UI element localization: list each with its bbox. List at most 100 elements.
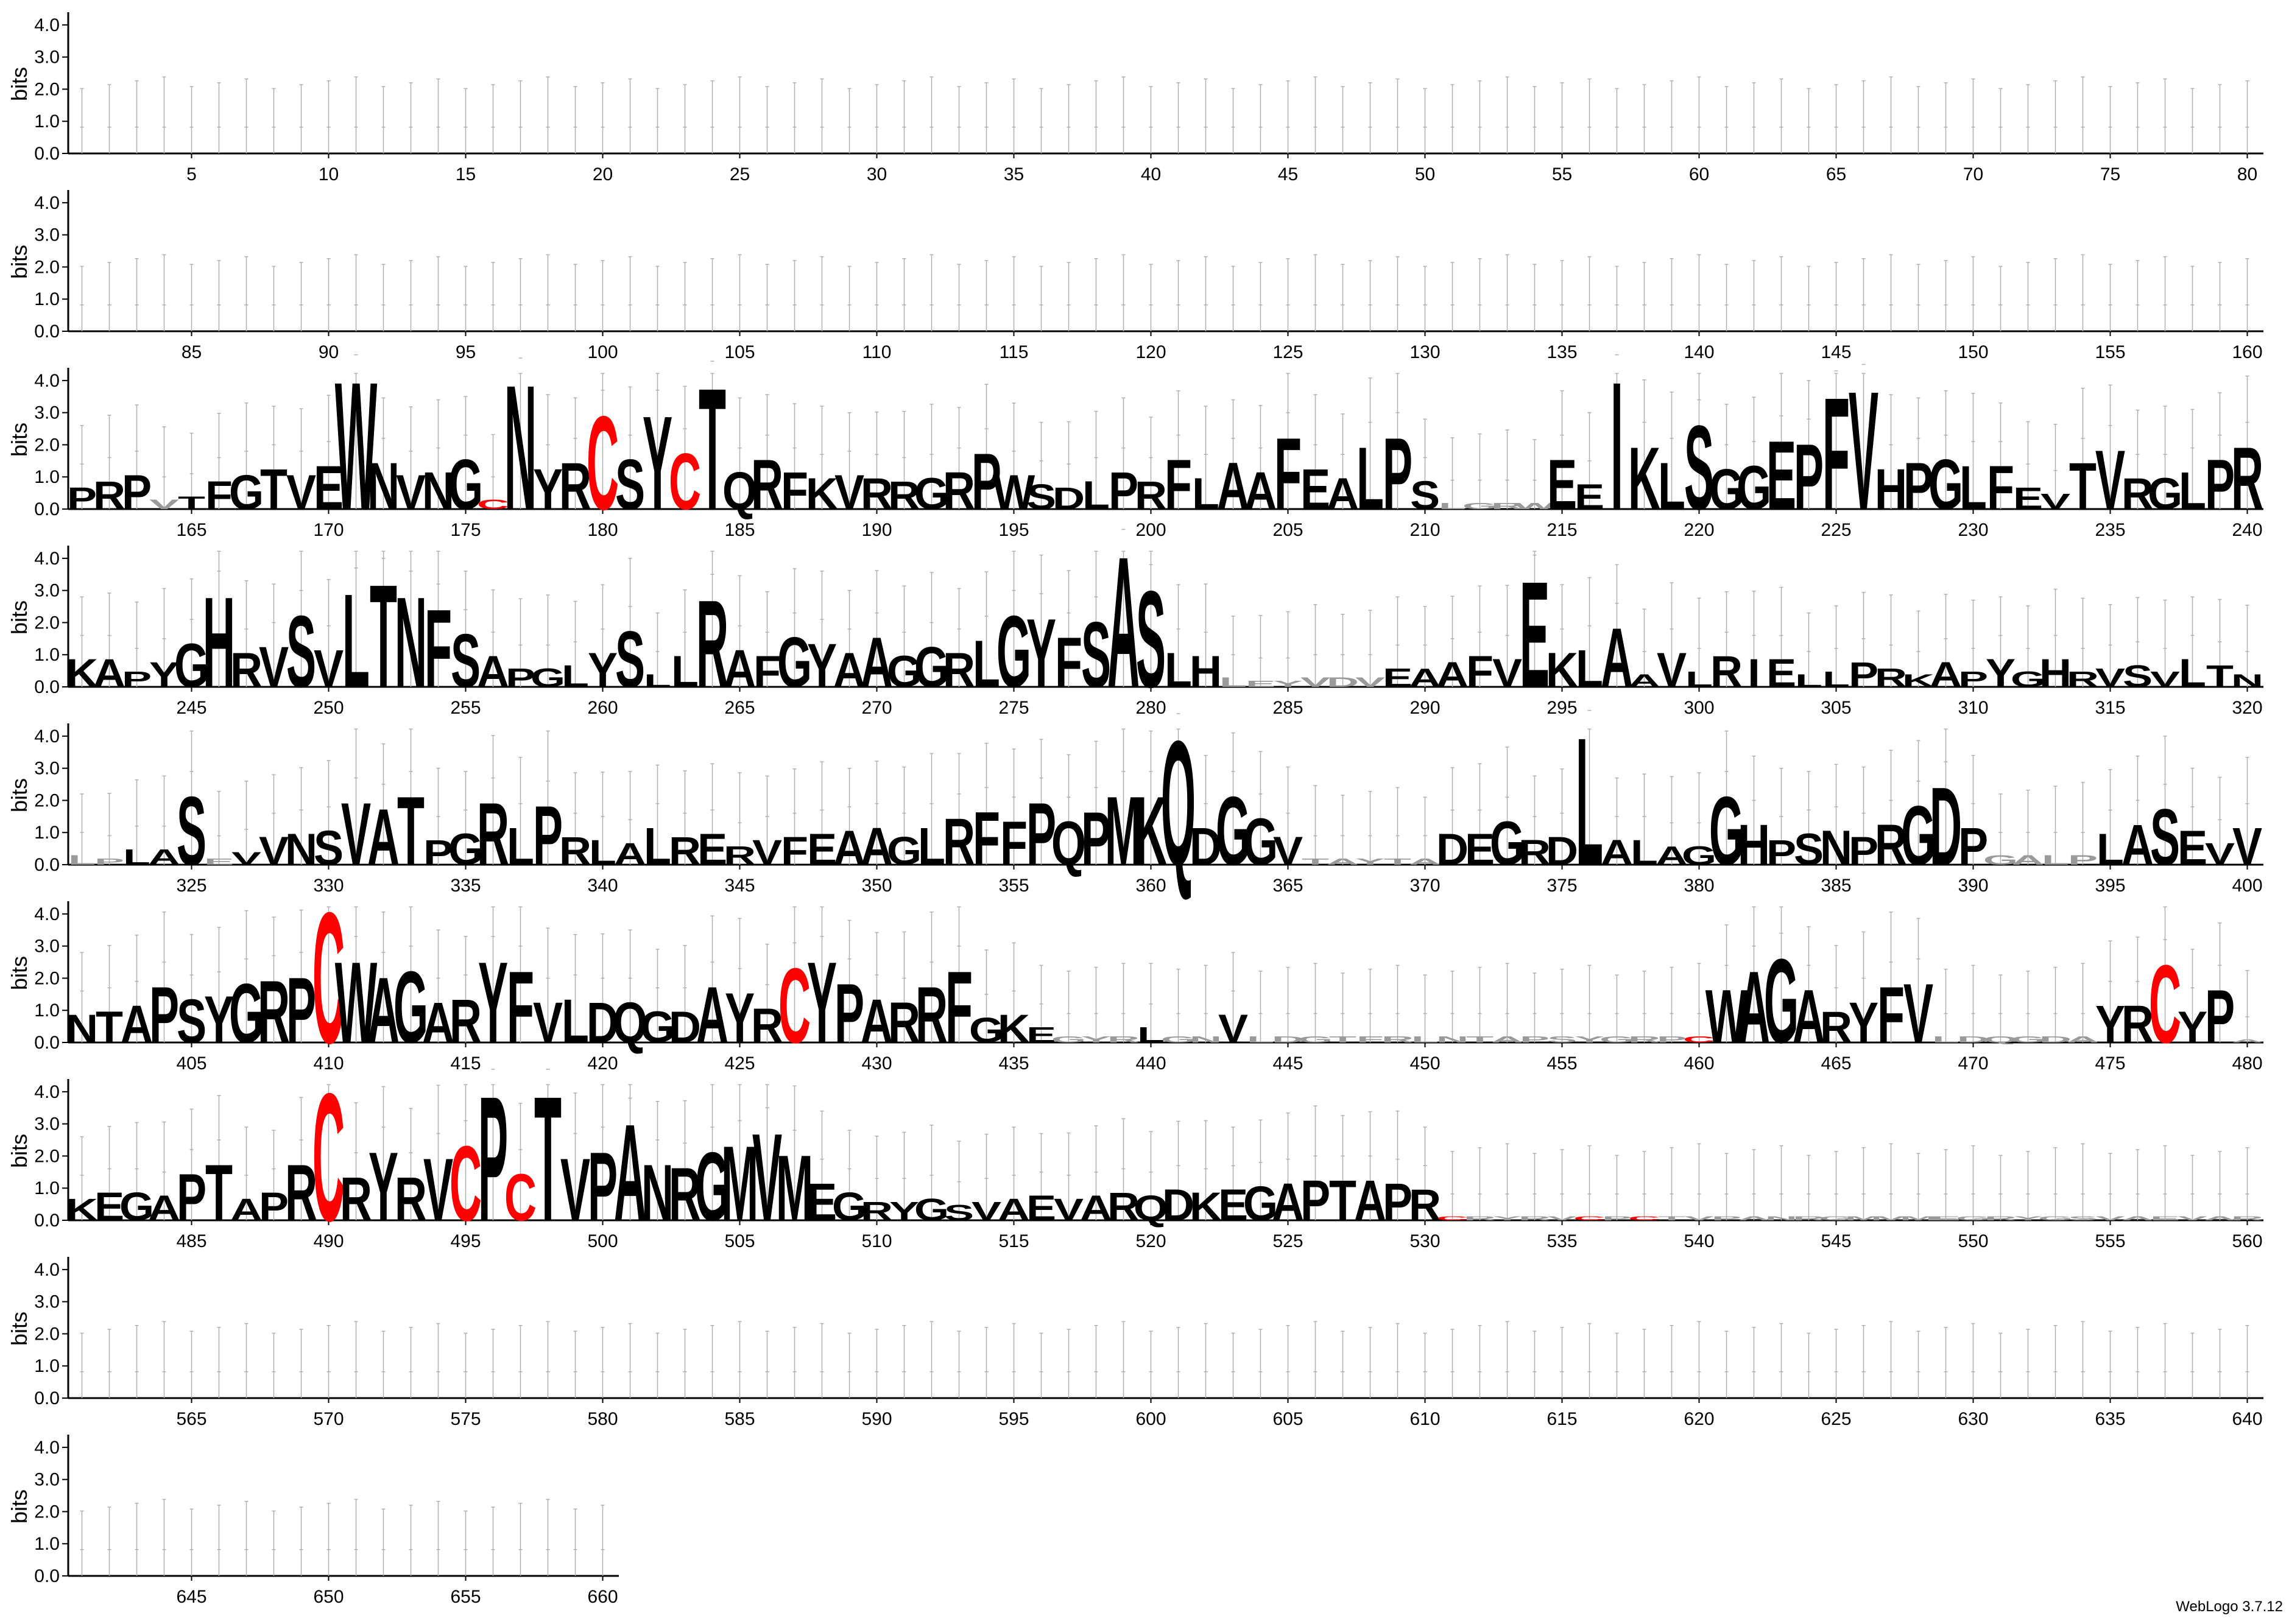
logo-glyph: F: [973, 796, 1000, 881]
logo-glyph: E: [1766, 421, 1796, 530]
x-tick-label: 345: [724, 876, 755, 896]
logo-glyph: R: [1820, 1002, 1852, 1052]
x-tick-label: 410: [313, 1053, 344, 1074]
logo-glyph: F: [781, 829, 808, 873]
x-tick-label: 395: [2095, 876, 2125, 896]
y-tick-label: 4.0: [34, 726, 60, 747]
logo-glyph: S: [944, 1200, 974, 1225]
logo-glyph: L: [1631, 833, 1658, 873]
logo-glyph: G: [174, 630, 209, 700]
logo-glyph: D: [1272, 1035, 1304, 1044]
logo-glyph: E: [697, 824, 727, 874]
logo-glyph: N: [367, 448, 400, 523]
logo-glyph: A: [1930, 655, 1962, 695]
logo-glyph: E: [1931, 1215, 1961, 1222]
logo-glyph: Y: [889, 1196, 919, 1226]
logo-glyph: A: [477, 647, 509, 697]
logo-glyph: E: [2178, 821, 2207, 876]
logo-glyph: Y: [807, 630, 837, 700]
logo-glyph: V: [396, 465, 426, 520]
logo-glyph: F: [1877, 971, 1905, 1060]
logo-glyph: C: [1683, 1035, 1715, 1044]
x-tick-label: 305: [1821, 698, 1851, 718]
y-tick-label: 3.0: [34, 47, 60, 68]
logo-glyph: P: [149, 971, 179, 1060]
logo-glyph: A: [1793, 974, 1825, 1059]
y-tick-label: 2.0: [34, 613, 60, 633]
logo-glyph: G: [1243, 1176, 1278, 1231]
logo-glyph: E: [204, 857, 234, 866]
x-tick-label: 510: [861, 1231, 892, 1251]
logo-glyph: Y: [1849, 991, 1878, 1055]
x-tick-label: 415: [450, 1053, 481, 1074]
logo-glyph: A: [1327, 857, 1359, 866]
logo-glyph: F: [1356, 1035, 1384, 1044]
logo-glyph: Y: [1492, 1215, 1522, 1222]
logo-glyph: S: [2123, 659, 2153, 694]
logo-glyph: L: [1219, 675, 1247, 690]
y-tick-label: 1.0: [34, 1534, 60, 1554]
logo-glyph: G: [887, 829, 922, 873]
logo-glyph: R: [2067, 667, 2099, 692]
logo-glyph: V: [2095, 1215, 2125, 1222]
logo-glyph: N: [504, 349, 537, 547]
x-tick-label: 430: [861, 1053, 892, 1074]
logo-glyph: P: [1602, 1215, 1632, 1222]
logo-glyph: L: [1795, 670, 1822, 691]
x-tick-label: 235: [2095, 520, 2125, 540]
logo-glyph: A: [1409, 857, 1441, 866]
y-tick-label: 2.0: [34, 79, 60, 99]
logo-glyph: A: [2121, 813, 2154, 877]
logo-glyph: K: [1546, 643, 1578, 698]
logo-glyph: R: [395, 1164, 427, 1234]
x-tick-label: 600: [1135, 1409, 1166, 1429]
logo-glyph: S: [177, 777, 206, 886]
logo-glyph: E: [1575, 477, 1604, 517]
logo-glyph: R: [696, 574, 728, 714]
x-tick-label: 405: [176, 1053, 206, 1074]
logo-glyph: R: [285, 1148, 317, 1238]
logo-glyph: F: [425, 586, 452, 711]
y-tick-label: 0.0: [34, 1211, 60, 1231]
logo-glyph: L: [2042, 852, 2069, 868]
logo-row: 0.0 1.0 2.0 3.0 4.0 bits 405 410 415 420 425 430 435…: [7, 874, 2263, 1083]
logo-glyph: S: [314, 821, 344, 876]
logo-glyph: P: [122, 465, 152, 520]
logo-glyph: L: [1137, 1022, 1165, 1047]
logo-glyph: V: [752, 1108, 782, 1247]
logo-glyph: W: [993, 465, 1035, 520]
logo-glyph: G: [1928, 445, 1963, 524]
logo-glyph: F: [1274, 418, 1302, 532]
logo-glyph: F: [1000, 808, 1028, 878]
logo-glyph: R: [1628, 1035, 1660, 1044]
x-tick-label: 220: [1684, 520, 1714, 540]
x-tick-label: 45: [1278, 164, 1298, 185]
x-tick-label: 30: [867, 164, 887, 185]
logo-glyph: L: [973, 626, 1000, 701]
logo-glyph: V: [1492, 651, 1523, 695]
logo-glyph: P: [834, 966, 864, 1061]
x-tick-label: 205: [1272, 520, 1303, 540]
logo-glyph: W: [335, 938, 377, 1067]
logo-glyph: P: [177, 1159, 206, 1234]
logo-glyph: A: [1354, 1169, 1386, 1233]
logo-glyph: R: [915, 971, 948, 1060]
x-tick-label: 155: [2095, 342, 2125, 362]
logo-glyph: E: [94, 1184, 124, 1229]
x-tick-label: 140: [1684, 342, 1714, 362]
logo-glyph: T: [1384, 857, 1411, 866]
logo-glyph: A: [2121, 1215, 2154, 1222]
x-tick-label: 50: [1415, 164, 1435, 185]
logo-glyph: L: [1685, 667, 1713, 692]
logo-glyph: L: [1959, 452, 1987, 522]
logo-glyph: T: [1329, 1035, 1356, 1044]
y-tick-label: 4.0: [34, 193, 60, 213]
logo-glyph: G: [1956, 1215, 1991, 1222]
logo-glyph: S: [615, 615, 645, 705]
x-tick-label: 615: [1547, 1409, 1577, 1429]
x-tick-label: 170: [313, 520, 344, 540]
logo-glyph: A: [1409, 663, 1441, 692]
logo-glyph: G: [119, 1184, 154, 1229]
x-tick-label: 285: [1272, 698, 1303, 718]
logo-glyph: P: [286, 958, 316, 1063]
